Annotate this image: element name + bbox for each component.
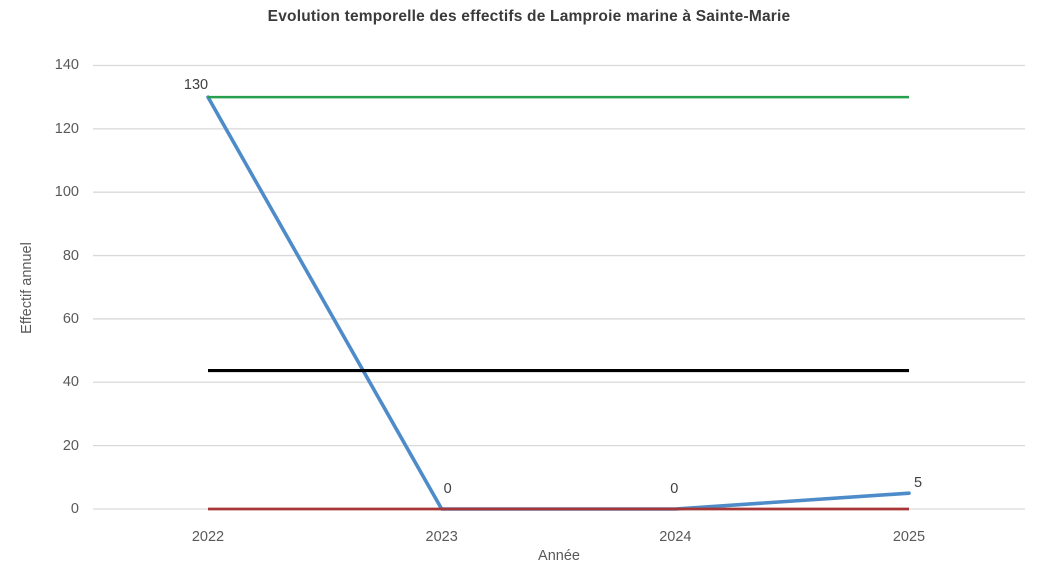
y-tick-label: 80 xyxy=(62,247,79,264)
y-tick-label: 140 xyxy=(54,57,79,74)
y-tick-label: 0 xyxy=(70,501,79,517)
y-tick-label: 40 xyxy=(62,374,79,391)
x-axis-title: Année xyxy=(538,548,580,564)
chart-title: Evolution temporelle des effectifs de La… xyxy=(267,8,791,25)
y-axis-title: Effectif annuel xyxy=(19,242,35,334)
data-label: 0 xyxy=(670,481,679,497)
series-line-effectif-lamproie-marine xyxy=(206,95,911,511)
x-tick-label: 2023 xyxy=(425,529,458,545)
data-label: 5 xyxy=(913,475,923,492)
data-label: 0 xyxy=(443,481,452,497)
y-tick-label: 20 xyxy=(62,437,79,454)
y-tick-label: 60 xyxy=(62,310,79,327)
x-tick-label: 2022 xyxy=(191,529,225,545)
y-tick-label: 100 xyxy=(54,184,79,201)
x-tick-label: 2024 xyxy=(659,529,692,545)
y-tick-label: 120 xyxy=(54,120,79,137)
x-tick-label: 2025 xyxy=(892,529,926,545)
data-label: 130 xyxy=(183,77,209,94)
